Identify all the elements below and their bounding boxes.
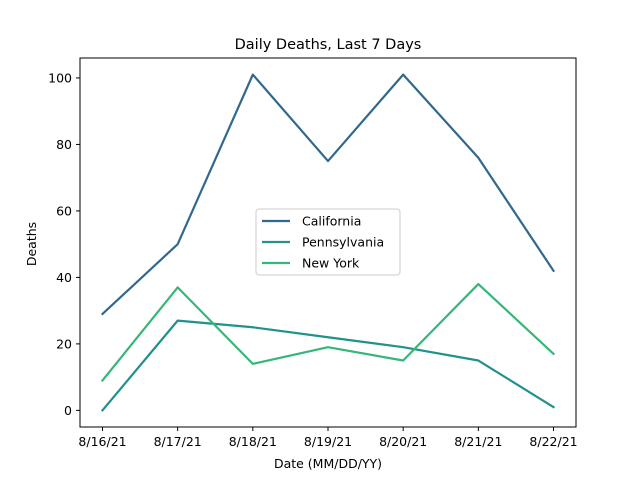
x-tick-label: 8/17/21 <box>154 434 202 449</box>
y-tick-label: 60 <box>56 203 72 218</box>
y-tick-label: 100 <box>48 70 72 85</box>
chart-title: Daily Deaths, Last 7 Days <box>235 37 422 53</box>
legend-label: California <box>302 214 361 229</box>
x-axis-label: Date (MM/DD/YY) <box>274 456 382 471</box>
y-tick-label: 20 <box>56 336 72 351</box>
legend-box <box>255 208 401 276</box>
x-axis: 8/16/21 8/17/21 8/18/21 8/19/21 8/20/21 8/21/… <box>78 427 578 449</box>
y-axis-label: Deaths <box>24 222 39 266</box>
y-tick-label: 80 <box>56 137 72 152</box>
x-tick-label: 8/21/21 <box>454 434 502 449</box>
series-line-california <box>100 73 556 316</box>
legend-label: Pennsylvania <box>302 235 384 250</box>
legend: California Pennsylvania New York <box>255 208 401 276</box>
x-tick-label: 8/16/21 <box>78 434 126 449</box>
legend-label: New York <box>302 256 360 271</box>
x-tick-label: 8/20/21 <box>379 434 427 449</box>
y-axis: 0 20 40 60 80 100 <box>48 70 80 418</box>
series-line-new-york <box>100 282 556 383</box>
series-line-pennsylvania <box>100 319 556 412</box>
series-lines <box>100 73 556 412</box>
x-tick-label: 8/19/21 <box>304 434 352 449</box>
x-tick-label: 8/22/21 <box>529 434 577 449</box>
x-tick-label: 8/18/21 <box>229 434 277 449</box>
y-tick-label: 40 <box>56 270 72 285</box>
y-tick-label: 0 <box>64 403 72 418</box>
